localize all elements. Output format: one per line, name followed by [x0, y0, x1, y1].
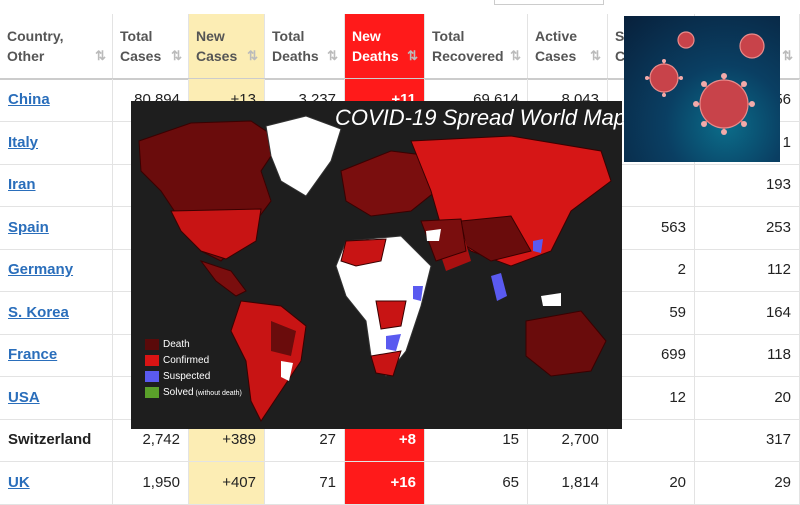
table-row: UK 1,950 +407 71 +16 65 1,814 20 29	[0, 461, 800, 505]
country-link[interactable]: Spain	[0, 206, 113, 249]
table-cell: 15	[425, 419, 528, 461]
map-title: COVID-19 Spread World Map	[335, 105, 622, 130]
world-map-panel: COVID-19 Spread World Map Death Confirmed…	[131, 101, 622, 429]
country-link[interactable]: S. Korea	[0, 291, 113, 334]
country-link[interactable]: Germany	[0, 249, 113, 291]
column-header-label: Total Cases	[120, 28, 162, 64]
legend-note: (without death)	[193, 390, 242, 397]
legend-swatch	[145, 338, 159, 350]
legend-label: Suspected	[163, 371, 211, 382]
country-link[interactable]: Italy	[0, 121, 113, 164]
world-map	[138, 115, 612, 422]
legend-item: Suspected	[145, 369, 242, 385]
column-header-label: Active Cases	[535, 28, 578, 64]
table-cell: 317	[695, 419, 800, 461]
sort-icon[interactable]: ⇅	[407, 48, 418, 63]
australia	[525, 310, 607, 377]
column-header-label: Total Deaths	[272, 28, 319, 64]
virus-image	[624, 16, 780, 162]
country-link[interactable]: UK	[0, 461, 113, 504]
column-header[interactable]: Total Cases ⇅	[113, 14, 189, 78]
sort-icon[interactable]: ⇅	[95, 48, 106, 63]
table-cell: 1,814	[528, 461, 608, 504]
legend-swatch	[145, 354, 159, 366]
legend-item: Confirmed	[145, 353, 242, 369]
table-cell: 12	[608, 376, 695, 419]
central-america	[199, 260, 247, 297]
legend-label: Solved	[163, 387, 194, 398]
column-header[interactable]: Active Cases ⇅	[528, 14, 608, 78]
table-cell: 164	[695, 291, 800, 334]
column-header-label: New Cases	[196, 28, 238, 64]
legend-label: Death	[163, 339, 190, 350]
column-header-label: New Deaths	[352, 28, 399, 64]
table-cell: 699	[608, 334, 695, 376]
column-header[interactable]: Total Recovered ⇅	[425, 14, 528, 78]
country-link[interactable]: USA	[0, 376, 113, 419]
legend-item: Solved (without death)	[145, 385, 242, 401]
country-link[interactable]: Iran	[0, 164, 113, 206]
legend-label: Confirmed	[163, 355, 210, 366]
table-cell: 2,700	[528, 419, 608, 461]
table-cell: 65	[425, 461, 528, 504]
table-cell	[608, 419, 695, 461]
virus-illustration	[645, 31, 765, 135]
country-link[interactable]: France	[0, 334, 113, 376]
column-header[interactable]: New Deaths ⇅	[345, 14, 425, 78]
table-cell: 118	[695, 334, 800, 376]
column-header[interactable]: Total Deaths ⇅	[265, 14, 345, 78]
table-cell: 2	[608, 249, 695, 291]
column-header-label: Country, Other	[7, 28, 64, 64]
table-cell: 27	[265, 419, 345, 461]
table-cell: 71	[265, 461, 345, 504]
legend-swatch	[145, 386, 159, 398]
country-name: Switzerland	[0, 419, 113, 461]
sort-icon[interactable]: ⇅	[247, 48, 258, 63]
table-cell: 563	[608, 206, 695, 249]
table-cell: 59	[608, 291, 695, 334]
sort-icon[interactable]: ⇅	[327, 48, 338, 63]
top-control	[494, 0, 604, 5]
sort-icon[interactable]: ⇅	[590, 48, 601, 63]
table-cell: 193	[695, 164, 800, 206]
legend-item: Death	[145, 337, 242, 353]
country-link[interactable]: China	[0, 79, 113, 121]
sort-icon[interactable]: ⇅	[510, 48, 521, 63]
europe	[340, 150, 437, 217]
table-cell: +16	[345, 461, 425, 504]
table-cell: +407	[189, 461, 265, 504]
sort-icon[interactable]: ⇅	[782, 48, 793, 63]
usa	[170, 208, 262, 260]
table-cell: 2,742	[113, 419, 189, 461]
greenland	[265, 115, 342, 197]
sort-icon[interactable]: ⇅	[171, 48, 182, 63]
map-legend: Death Confirmed Suspected Solved (without d…	[145, 337, 242, 401]
table-cell: 29	[695, 461, 800, 504]
table-cell: 20	[695, 376, 800, 419]
table-cell: 1,950	[113, 461, 189, 504]
table-cell: 253	[695, 206, 800, 249]
table-cell: 20	[608, 461, 695, 504]
column-header-label: S C	[615, 28, 626, 64]
column-header[interactable]: Country, Other ⇅	[0, 14, 113, 78]
table-cell	[608, 164, 695, 206]
legend-swatch	[145, 370, 159, 382]
column-header[interactable]: New Cases ⇅	[189, 14, 265, 78]
middle-east	[420, 218, 467, 262]
table-cell: 112	[695, 249, 800, 291]
column-header-label: Total Recovered	[432, 28, 504, 64]
south-america	[230, 300, 307, 422]
